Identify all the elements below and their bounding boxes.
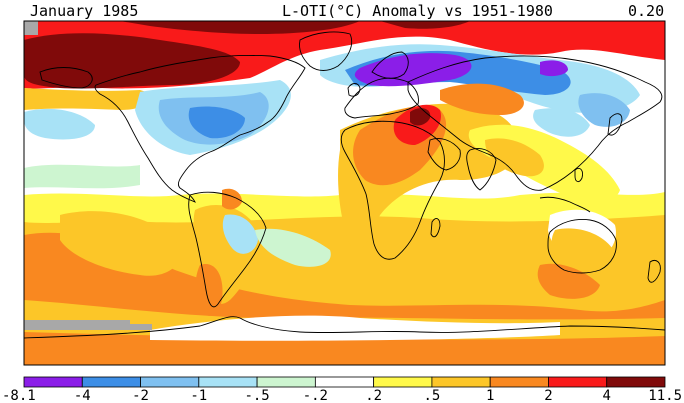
legend-bin-9 [548,376,608,388]
field-brazil-cyan [222,214,258,254]
legend-bin-5 [314,376,375,388]
coast-indonesia [539,196,591,213]
legend-labels: -8.1 -4 -2 -1 -.5 -.2 .2 .5 1 2 4 11.5 [2,388,682,403]
legend-label-9: 2 [544,388,552,403]
field-siberia-darkred [24,33,240,89]
field-asia-yellow-orange [485,138,544,177]
coastlines [24,31,665,339]
legend-label-0: -8.1 [2,388,36,403]
legend-bin-0 [23,376,83,388]
legend-label-1: -4 [74,388,91,403]
field-pacific-yellow-blob [60,211,181,276]
map-frame [23,20,666,366]
field-antarctic-white [150,315,560,341]
field-brazil-orange [222,188,242,210]
legend-label-8: 1 [486,388,494,403]
coast-north-america [94,54,306,203]
field-npacific-cyan [24,108,95,140]
legend-label-5: -.2 [303,388,328,403]
legend-bin-8 [489,376,549,388]
coast-south-america [188,191,267,308]
field-japan-blue [578,93,630,127]
coast-europe [344,77,419,119]
coast-antarctica [24,316,665,339]
legend-bin-2 [140,376,200,388]
legend-label-4: -.5 [244,388,269,403]
field-eastasia-cyan [533,108,590,137]
field-siberia-purple [540,60,568,77]
legend-bin-10 [606,376,666,388]
global-mean-value: 0.20 [628,2,665,20]
field-northpole-darkred [120,21,360,34]
coast-arabia [427,138,461,171]
field-alaska-orange [24,88,151,110]
coast-india [466,148,497,191]
missing-arctic-nw [24,21,38,35]
field-antarctic-orange [24,336,665,365]
field-greenland-darkred [380,21,470,29]
field-australia-yellow [551,228,612,267]
legend-label-2: -2 [132,388,149,403]
legend-bin-4 [256,376,316,388]
field-patagonia-orange [195,264,223,316]
legend-label-7: .5 [423,388,440,403]
map-date: January 1985 [30,2,139,20]
map-title: L-OTI(°C) Anomaly vs 1951-1980 [282,2,553,20]
title-bar: January 1985 L-OTI(°C) Anomaly vs 1951-1… [0,0,684,22]
legend-colorbar [23,376,666,388]
legend-label-10: 4 [603,388,611,403]
legend-bin-1 [81,376,141,388]
coast-japan [607,113,623,136]
field-pacific-cyan [24,164,140,189]
coast-alaska [39,67,93,89]
field-satlantic-cyan [255,228,331,267]
legend-label-6: .2 [365,388,382,403]
anomaly-field [24,21,665,365]
coast-africa [340,120,445,260]
coast-scandinavia [371,51,409,79]
field-eurasia-purple [354,53,472,87]
field-westaus-orange [537,263,600,299]
coast-new-zealand [647,260,661,283]
legend-bin-3 [198,376,258,388]
coast-greenland [299,31,353,71]
missing-antarctic-w [24,320,152,330]
coast-asia [407,55,663,191]
legend-label-11: 11.5 [648,388,682,403]
coast-australia [547,219,617,274]
field-centralasia-orange [440,83,524,115]
coast-philippines [574,167,583,183]
coast-madagascar [430,218,441,238]
legend-label-3: -1 [190,388,207,403]
field-east-pacific-orange [24,241,71,284]
legend-bin-6 [373,376,433,388]
coast-uk [347,83,361,97]
field-na-deepblue [188,106,245,139]
legend-bin-7 [431,376,491,388]
